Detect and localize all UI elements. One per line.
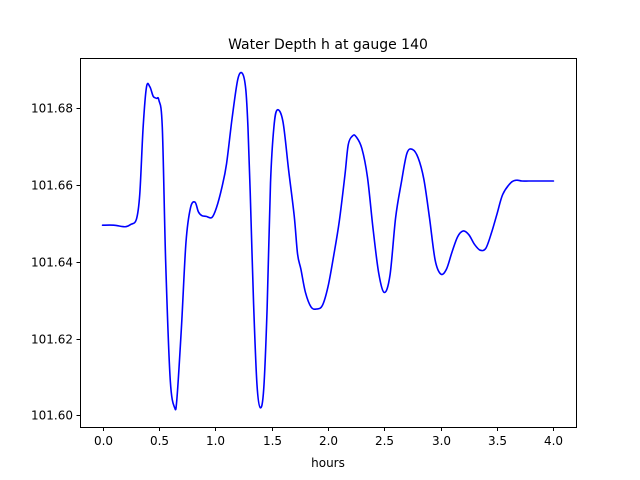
y-tick-label: 101.64 — [31, 256, 73, 270]
chart-title: Water Depth h at gauge 140 — [228, 37, 428, 53]
x-axis-label: hours — [311, 456, 345, 470]
y-tick-label: 101.60 — [31, 409, 73, 423]
y-tick-label: 101.66 — [31, 179, 73, 193]
x-tick-label: 1.5 — [263, 434, 282, 448]
x-tick-label: 0.0 — [94, 434, 113, 448]
x-tick-label: 3.0 — [432, 434, 451, 448]
x-tick-label: 1.0 — [206, 434, 225, 448]
y-tick-label: 101.62 — [31, 333, 73, 347]
series-line-0 — [101, 71, 555, 411]
ticks-layer: 0.0 0.5 1.0 1.5 2.0 2.5 3.0 3.5 4.0 101.60 101.62 1… — [31, 102, 563, 449]
x-tick-label: 3.5 — [488, 434, 507, 448]
x-tick-label: 4.0 — [544, 434, 563, 448]
x-tick-label: 0.5 — [150, 434, 169, 448]
series-layer — [101, 71, 555, 411]
x-tick-label: 2.0 — [319, 434, 338, 448]
x-tick-label: 2.5 — [375, 434, 394, 448]
plot-area-frame — [80, 58, 577, 428]
y-tick-label: 101.68 — [31, 102, 73, 116]
